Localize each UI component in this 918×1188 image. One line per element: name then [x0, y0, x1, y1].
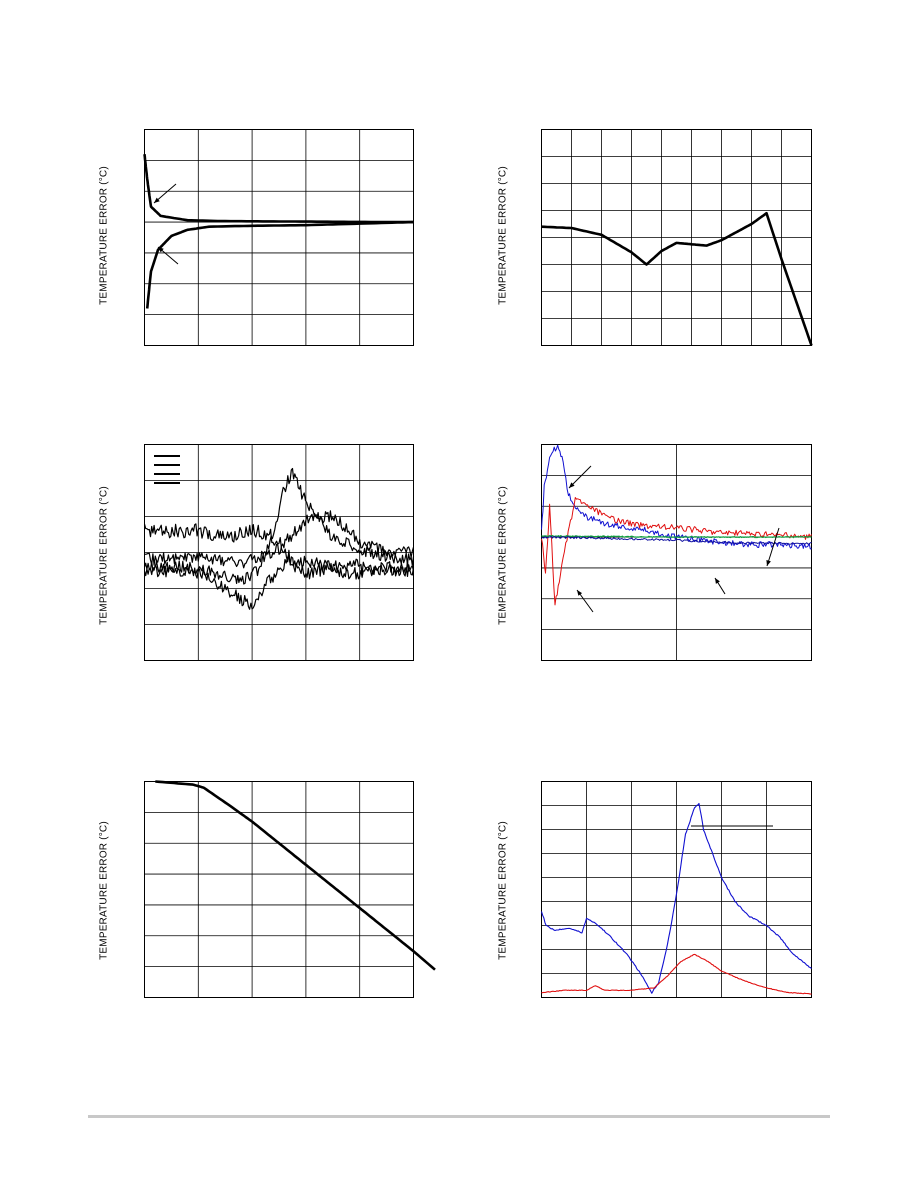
plot-frame [144, 444, 414, 661]
chart-6 [540, 781, 812, 998]
y-axis-label-6: TEMPERATURE ERROR (°C) [497, 821, 509, 960]
annotation-arrow-2-head [577, 590, 583, 596]
series-line-3 [144, 510, 415, 569]
series-line-2 [143, 467, 415, 585]
y-axis-label-5: TEMPERATURE ERROR (°C) [98, 821, 110, 960]
series-line-3 [541, 534, 812, 539]
series-line-1 [143, 154, 414, 224]
chart-1 [143, 129, 414, 346]
annotation-arrow-1-head [154, 197, 160, 203]
series-line-1 [540, 802, 812, 994]
series-line-1 [155, 780, 436, 971]
annotation-arrow-3 [766, 527, 780, 567]
y-axis-label-1: TEMPERATURE ERROR (°C) [98, 166, 110, 305]
chart-5 [144, 780, 436, 998]
plot-frame [541, 129, 812, 346]
plot-frame [541, 444, 812, 661]
series-line-2 [541, 953, 812, 995]
annotation-arrow-4-head [715, 578, 720, 584]
annotation-arrow-3-head [766, 560, 771, 566]
chart-4 [541, 444, 812, 661]
series-line-2 [541, 497, 812, 606]
series-line-1 [143, 523, 415, 580]
series-line-4 [541, 535, 812, 545]
series-line-4 [143, 554, 415, 610]
series-line-2 [145, 220, 414, 309]
y-axis-label-2: TEMPERATURE ERROR (°C) [497, 166, 509, 305]
series-line-1 [541, 211, 813, 346]
plot-frame [541, 781, 812, 998]
plot-frame [144, 129, 414, 346]
plot-frame [144, 781, 414, 998]
chart-2 [541, 129, 813, 346]
series-line-1 [541, 444, 812, 550]
annotation-arrow-2-head [158, 247, 164, 253]
chart-3 [143, 444, 415, 661]
y-axis-label-3: TEMPERATURE ERROR (°C) [98, 486, 110, 625]
footer-rule [88, 1115, 830, 1118]
y-axis-label-4: TEMPERATURE ERROR (°C) [497, 486, 509, 625]
annotation-arrow-1-head [569, 482, 575, 488]
